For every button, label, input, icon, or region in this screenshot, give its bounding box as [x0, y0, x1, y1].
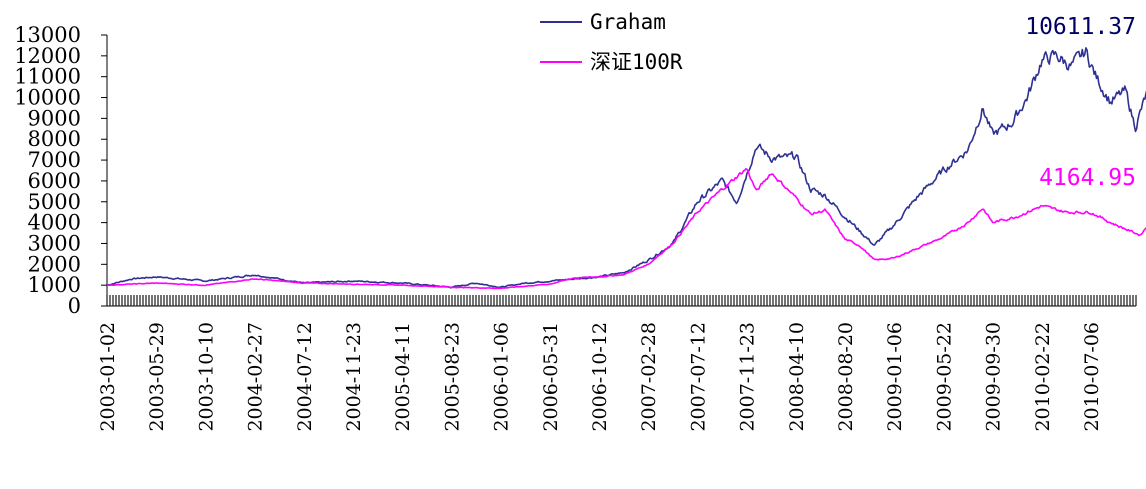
x-tick-label: 2003-01-02	[97, 322, 119, 432]
x-tick-label: 2009-05-22	[933, 322, 955, 432]
legend-label: Graham	[590, 10, 666, 34]
y-tick-label: 2000	[28, 252, 81, 276]
y-tick-label: 6000	[28, 169, 81, 193]
y-tick-label: 11000	[14, 65, 81, 89]
x-tick-label: 2008-08-20	[835, 322, 857, 432]
series-line-1	[107, 168, 1146, 290]
x-tick-label: 2009-01-06	[884, 322, 906, 432]
x-tick-label: 2006-10-12	[589, 322, 611, 432]
legend: Graham 深证100R	[540, 10, 683, 74]
x-tick-label: 2003-10-10	[195, 322, 217, 432]
series-end-label-szse100r: 4164.95	[1039, 165, 1136, 191]
y-tick-label: 12000	[14, 44, 81, 68]
x-tick-label: 2006-01-06	[491, 322, 513, 432]
y-tick-label: 3000	[28, 231, 81, 255]
y-tick-label: 13000	[14, 23, 81, 47]
y-tick-label: 9000	[28, 106, 81, 130]
x-tick-label: 2007-07-12	[687, 322, 709, 432]
x-tick-label: 2007-11-23	[737, 322, 759, 432]
x-axis-tick-band	[106, 295, 1137, 306]
series-line-0	[106, 47, 1146, 289]
x-tick-label: 2010-07-06	[1081, 322, 1103, 432]
x-tick-label: 2009-09-30	[983, 322, 1005, 432]
x-tick-label: 2007-02-28	[638, 322, 660, 432]
legend-label: 深证100R	[590, 50, 683, 74]
y-tick-label: 0	[68, 294, 81, 318]
x-tick-label: 2008-04-10	[786, 322, 808, 432]
y-tick-label: 5000	[28, 190, 81, 214]
y-tick-label: 4000	[28, 211, 81, 235]
x-tick-label: 2004-11-23	[343, 322, 365, 432]
y-tick-label: 1000	[28, 273, 81, 297]
y-tick-label: 8000	[28, 127, 81, 151]
x-tick-label: 2004-07-12	[294, 322, 316, 432]
series-end-label-graham: 10611.37	[1025, 14, 1136, 40]
x-tick-label: 2005-04-11	[392, 322, 414, 432]
y-tick-label: 10000	[14, 86, 81, 110]
x-tick-label: 2004-02-27	[245, 322, 267, 432]
x-tick-label: 2005-08-23	[441, 322, 463, 432]
x-tick-label: 2006-05-31	[540, 322, 562, 432]
x-tick-label: 2010-02-22	[1032, 322, 1054, 432]
x-tick-label: 2003-05-29	[146, 322, 168, 432]
y-tick-label: 7000	[28, 148, 81, 172]
